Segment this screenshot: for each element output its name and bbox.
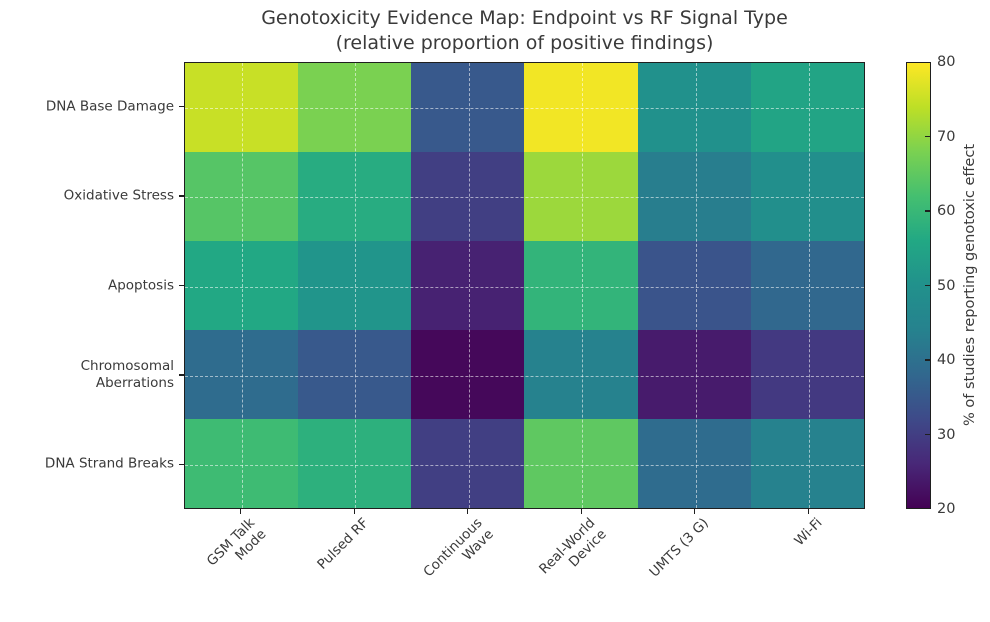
colorbar-tick — [925, 433, 931, 436]
heatmap-cell — [750, 330, 864, 419]
y-tick-label: DNA Strand Breaks — [44, 455, 174, 472]
colorbar-tick-label: 30 — [937, 426, 956, 443]
heatmap-cell — [298, 63, 412, 152]
x-tick-label: Pulsed RF — [313, 515, 372, 573]
heatmap-cell — [750, 419, 864, 508]
heatmap-cell — [637, 330, 751, 419]
heatmap-cell — [524, 241, 638, 330]
y-tick-label: Oxidative Stress — [63, 187, 174, 204]
colorbar-tick-label: 50 — [937, 277, 956, 294]
heatmap-cell — [411, 330, 525, 419]
y-tick-label: Chromosomal Aberrations — [80, 357, 174, 391]
y-axis-tick — [179, 195, 184, 197]
x-axis-tick — [807, 509, 809, 514]
heatmap-grid — [185, 63, 864, 508]
heatmap-cell — [298, 419, 412, 508]
x-axis-tick — [580, 509, 582, 514]
heatmap-cell — [524, 419, 638, 508]
heatmap-cell — [524, 63, 638, 152]
chart-title: Genotoxicity Evidence Map: Endpoint vs R… — [184, 6, 865, 56]
heatmap-cell — [524, 152, 638, 241]
heatmap-cell — [750, 63, 864, 152]
heatmap-cell — [524, 330, 638, 419]
heatmap-cell — [185, 241, 299, 330]
heatmap-cell — [185, 419, 299, 508]
y-axis-tick — [179, 463, 184, 465]
x-tick-label: UMTS (3 G) — [646, 515, 713, 581]
colorbar-tick-label: 20 — [937, 501, 956, 517]
y-axis-tick — [179, 284, 184, 287]
colorbar-tick — [925, 135, 931, 138]
x-tick-label: Continuous Wave — [419, 515, 497, 581]
colorbar-tick — [925, 210, 931, 212]
heatmap-cell — [750, 241, 864, 330]
x-tick-label: Wi-Fi — [791, 515, 826, 550]
colorbar-tick-label: 80 — [937, 54, 956, 70]
heatmap-cell — [185, 152, 299, 241]
heatmap-cell — [411, 419, 525, 508]
colorbar-tick-label: 40 — [937, 352, 956, 368]
heatmap-cell — [750, 152, 864, 241]
y-axis-tick — [179, 106, 184, 108]
colorbar-label: % of studies reporting genotoxic effect — [962, 143, 978, 427]
heatmap-cell — [411, 63, 525, 152]
heatmap-cell — [637, 152, 751, 241]
heatmap-cell — [298, 152, 412, 241]
x-tick-label: GSM Talk Mode — [203, 515, 270, 570]
x-axis-tick — [467, 509, 469, 514]
y-axis-tick — [179, 374, 184, 376]
heatmap-cell — [637, 419, 751, 508]
heatmap-cell — [185, 330, 299, 419]
x-tick-label: Real-World Device — [536, 515, 610, 578]
y-tick-label: DNA Base Damage — [45, 98, 174, 115]
x-axis-tick — [353, 509, 355, 514]
x-axis-tick — [240, 509, 242, 514]
heatmap-cell — [298, 330, 412, 419]
chart-title-line2: (relative proportion of positive finding… — [335, 32, 714, 54]
heatmap-cell — [637, 241, 751, 330]
colorbar-tick-label: 70 — [937, 128, 956, 145]
x-axis-tick — [694, 509, 696, 514]
heatmap-plot-area — [184, 62, 865, 509]
heatmap-cell — [185, 63, 299, 152]
colorbar-tick — [925, 284, 931, 287]
chart-title-line1: Genotoxicity Evidence Map: Endpoint vs R… — [261, 7, 788, 29]
heatmap-cell — [411, 241, 525, 330]
y-tick-label: Apoptosis — [107, 277, 174, 293]
colorbar-tick-label: 60 — [937, 203, 956, 219]
heatmap-cell — [637, 63, 751, 152]
heatmap-cell — [411, 152, 525, 241]
heatmap-cell — [298, 241, 412, 330]
colorbar-tick — [925, 359, 931, 361]
